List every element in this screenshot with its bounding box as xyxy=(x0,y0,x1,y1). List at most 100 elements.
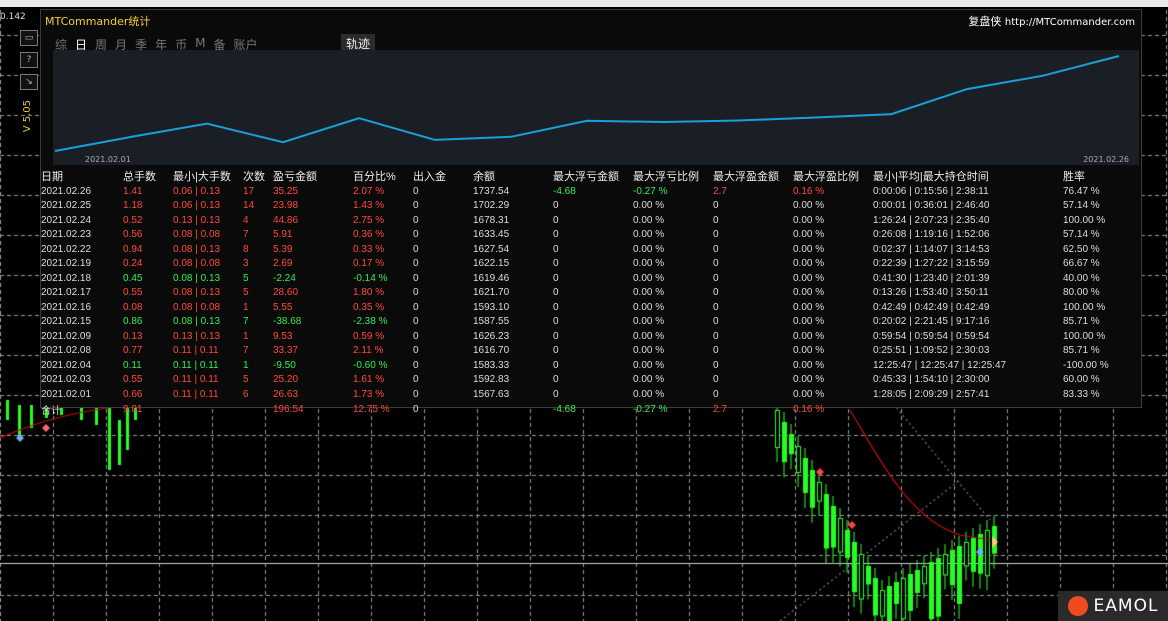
cell-date: 2021.02.24 xyxy=(41,214,92,226)
cell-hold: 0:22:39 | 1:27:22 | 3:15:59 xyxy=(873,258,990,270)
header-cell[interactable]: 最大浮亏金额 xyxy=(553,170,619,183)
cell-inout: 0 xyxy=(413,316,419,328)
header-cell[interactable]: 次数 xyxy=(243,170,265,183)
header-cell[interactable]: 余额 xyxy=(473,170,495,183)
header-cell[interactable]: 最小|大手数 xyxy=(173,170,231,183)
header-cell[interactable]: 最大浮盈比例 xyxy=(793,170,859,183)
table-row[interactable]: 2021.02.15 0.86 0.08 | 0.13 7 -38.68 -2.38 % 0… xyxy=(41,315,1123,330)
header-cell[interactable]: 盈亏金额 xyxy=(273,170,317,183)
cell-mfp: 0 xyxy=(713,258,719,270)
curve-end-date: 2021.02.26 xyxy=(1083,155,1129,164)
cell-minmax: 0.08 | 0.08 xyxy=(173,301,221,313)
cell-pct: -2.38 % xyxy=(353,316,388,328)
cell-mfpp: 0.00 % xyxy=(793,345,825,357)
cell-mfl: 0 xyxy=(553,374,559,386)
table-row[interactable]: 2021.02.26 1.41 0.06 | 0.13 17 35.25 2.07 % 0 1… xyxy=(41,184,1123,199)
header-cell[interactable]: 胜率 xyxy=(1063,170,1085,183)
tab-5[interactable]: 年 xyxy=(155,38,168,52)
cell-win: 40.00 % xyxy=(1063,272,1100,284)
header-cell[interactable]: 最大浮亏比例 xyxy=(633,170,699,183)
table-row[interactable]: 2021.02.22 0.94 0.08 | 0.13 8 5.39 0.33 % 0 162… xyxy=(41,242,1123,257)
cell-mfl: 0 xyxy=(553,316,559,328)
cell-pnl: -2.24 xyxy=(273,272,296,284)
header-cell[interactable]: 出入金 xyxy=(413,170,446,183)
tab-7[interactable]: M xyxy=(195,36,206,50)
cell-win: 66.67 % xyxy=(1063,258,1100,270)
cell-mfp: 0 xyxy=(713,374,719,386)
cell-win: -100.00 % xyxy=(1063,359,1109,371)
cell-minmax: 0.08 | 0.08 xyxy=(173,229,221,241)
collapse-button[interactable]: ▭ xyxy=(20,30,38,46)
tab-9[interactable]: 账户 xyxy=(233,38,258,52)
cell-lots: 0.94 xyxy=(123,243,143,255)
header-cell[interactable]: 总手数 xyxy=(123,170,156,183)
cell-pct: 2.75 % xyxy=(353,214,385,226)
table-row[interactable]: 2021.02.23 0.56 0.08 | 0.08 7 5.91 0.36 % 0 163… xyxy=(41,228,1123,243)
version-label: V 5.05 xyxy=(22,100,33,133)
cell-pct: 0.36 % xyxy=(353,229,385,241)
tab-4[interactable]: 季 xyxy=(135,38,148,52)
cell-bal: 1702.29 xyxy=(473,200,510,212)
help-button[interactable]: ? xyxy=(20,52,38,68)
cell-lots: 0.24 xyxy=(123,258,143,270)
cell-mfl: 0 xyxy=(553,301,559,313)
cell-pct: 0.17 % xyxy=(353,258,385,270)
header-cell[interactable]: 最大浮盈金额 xyxy=(713,170,779,183)
tab-1[interactable]: 日 xyxy=(75,38,88,52)
table-row[interactable]: 2021.02.01 0.66 0.11 | 0.11 6 26.63 1.73 % 0 15… xyxy=(41,387,1123,402)
tab-0[interactable]: 综 xyxy=(55,38,68,52)
tab-8[interactable]: 备 xyxy=(213,38,226,52)
cell-pnl: 35.25 xyxy=(273,185,299,197)
cell-pct: 0.33 % xyxy=(353,243,385,255)
tab-6[interactable]: 币 xyxy=(175,38,188,52)
table-row[interactable]: 2021.02.24 0.52 0.13 | 0.13 4 44.86 2.75 % 0 16… xyxy=(41,213,1123,228)
table-row[interactable]: 2021.02.25 1.18 0.06 | 0.13 14 23.98 1.43 % 0 1… xyxy=(41,199,1123,214)
cell-mfpp: 0.00 % xyxy=(793,258,825,270)
settings-button[interactable]: ↘ xyxy=(20,74,38,90)
cell-mfl: 0 xyxy=(553,258,559,270)
table-row[interactable]: 2021.02.19 0.24 0.08 | 0.08 3 2.69 0.17 % 0 162… xyxy=(41,257,1123,272)
cell-lots: 0.77 xyxy=(123,345,143,357)
cell-mflp: 0.00 % xyxy=(633,243,665,255)
table-row[interactable]: 2021.02.18 0.45 0.08 | 0.13 5 -2.24 -0.14 % 0 1… xyxy=(41,271,1123,286)
cell-pnl: 9.53 xyxy=(273,330,293,342)
cell-mfp: 0 xyxy=(713,330,719,342)
header-cell[interactable]: 最小|平均|最大持仓时间 xyxy=(873,170,989,183)
tab-2[interactable]: 周 xyxy=(95,38,108,52)
cell-bal: 1633.45 xyxy=(473,229,510,241)
cell-hold: 0:59:54 | 0:59:54 | 0:59:54 xyxy=(873,330,990,342)
table-row[interactable]: 2021.02.03 0.55 0.11 | 0.11 5 25.20 1.61 % 0 15… xyxy=(41,373,1123,388)
table-row[interactable]: 2021.02.04 0.11 0.11 | 0.11 1 -9.50 -0.60 % 0 1… xyxy=(41,358,1123,373)
total-pct: 12.75 % xyxy=(353,403,390,415)
table-row[interactable]: 2021.02.09 0.13 0.13 | 0.13 1 9.53 0.59 % 0 162… xyxy=(41,329,1123,344)
track-button[interactable]: 轨迹 xyxy=(341,34,376,53)
tab-3[interactable]: 月 xyxy=(115,38,128,52)
cell-inout: 0 xyxy=(413,258,419,270)
header-cell[interactable]: 日期 xyxy=(41,170,63,183)
cell-bal: 1583.33 xyxy=(473,359,510,371)
cell-minmax: 0.08 | 0.13 xyxy=(173,272,221,284)
cell-lots: 0.66 xyxy=(123,388,143,400)
table-row[interactable]: 2021.02.16 0.08 0.08 | 0.08 1 5.55 0.35 % 0 159… xyxy=(41,300,1123,315)
cell-count: 5 xyxy=(243,272,249,284)
brand-url[interactable]: http://MTCommander.com xyxy=(1004,17,1135,28)
total-lots: 9.01 xyxy=(123,403,143,415)
cell-hold: 12:25:47 | 12:25:47 | 12:25:47 xyxy=(873,359,1007,371)
cell-date: 2021.02.04 xyxy=(41,359,92,371)
table-row[interactable]: 2021.02.17 0.55 0.08 | 0.13 5 28.60 1.80 % 0 16… xyxy=(41,286,1123,301)
total-minmax xyxy=(173,402,243,417)
curve-start-date: 2021.02.01 xyxy=(85,155,131,164)
cell-mfl: -4.68 xyxy=(553,185,576,197)
header-cell[interactable]: 百分比% xyxy=(353,170,396,183)
cell-date: 2021.02.26 xyxy=(41,185,92,197)
cell-minmax: 0.08 | 0.13 xyxy=(173,287,221,299)
cell-lots: 0.86 xyxy=(123,316,143,328)
cell-inout: 0 xyxy=(413,301,419,313)
table-row[interactable]: 2021.02.08 0.77 0.11 | 0.11 7 33.37 2.11 % 0 16… xyxy=(41,344,1123,359)
cell-inout: 0 xyxy=(413,330,419,342)
cell-win: 83.33 % xyxy=(1063,388,1100,400)
cell-mflp: 0.00 % xyxy=(633,272,665,284)
cell-inout: 0 xyxy=(413,200,419,212)
cell-mfpp: 0.00 % xyxy=(793,301,825,313)
cell-date: 2021.02.09 xyxy=(41,330,92,342)
